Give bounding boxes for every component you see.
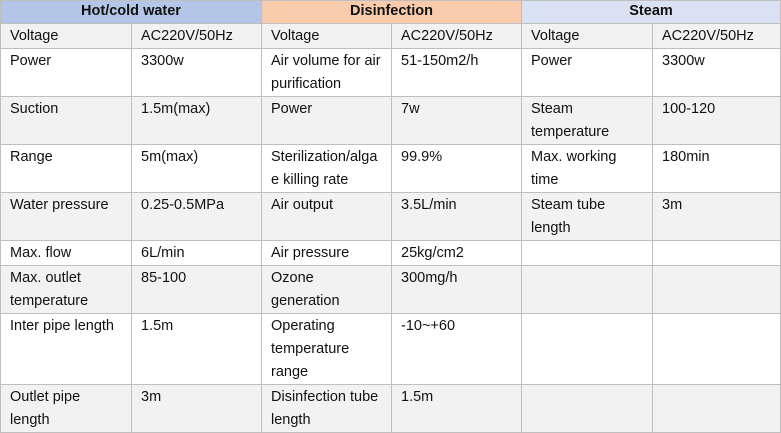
disinfection-value-cell: 300mg/h: [390, 265, 523, 314]
disinfection-param-cell: Air pressure: [261, 240, 392, 266]
disinfection-param-cell: Operating temperature range: [261, 313, 392, 385]
table-row: Suction 1.5m(max) Power 7w Steam tempera…: [0, 96, 781, 145]
hot-value-cell: 85-100: [131, 265, 262, 314]
disinfection-value-cell: 51-150m2/h: [390, 48, 523, 97]
disinfection-value-cell: 7w: [390, 96, 523, 145]
steam-value-cell: AC220V/50Hz: [652, 23, 781, 49]
hot-param-cell: Max. outlet temperature: [0, 265, 132, 314]
disinfection-value-cell: 25kg/cm2: [390, 240, 523, 266]
table-row: Water pressure 0.25-0.5MPa Air output 3.…: [0, 192, 781, 241]
hot-value-cell: 5m(max): [131, 144, 262, 193]
steam-value-cell: [652, 313, 781, 385]
hot-param-cell: Inter pipe length: [0, 313, 132, 385]
steam-param-cell: Voltage: [521, 23, 654, 49]
steam-param-cell: [521, 313, 654, 385]
hot-value-cell: 0.25-0.5MPa: [131, 192, 262, 241]
hot-value-cell: 1.5m: [131, 313, 262, 385]
hot-param-cell: Suction: [0, 96, 132, 145]
disinfection-param-cell: Power: [261, 96, 392, 145]
steam-value-cell: [652, 384, 781, 433]
disinfection-param-cell: Ozone generation: [261, 265, 392, 314]
steam-param-cell: [521, 265, 654, 314]
table-row: Range 5m(max) Sterilization/algae killin…: [0, 144, 781, 193]
disinfection-param-cell: Air output: [261, 192, 392, 241]
hot-param-cell: Voltage: [0, 23, 132, 49]
steam-param-cell: Steam tube length: [521, 192, 654, 241]
hot-value-cell: 3m: [131, 384, 262, 433]
table-row: Outlet pipe length 3m Disinfection tube …: [0, 384, 781, 433]
disinfection-param-cell: Disinfection tube length: [261, 384, 392, 433]
hot-param-cell: Range: [0, 144, 132, 193]
table-row: Voltage AC220V/50Hz Voltage AC220V/50Hz …: [0, 23, 781, 49]
hot-param-cell: Water pressure: [0, 192, 132, 241]
header-steam: Steam: [521, 0, 781, 24]
steam-value-cell: 180min: [652, 144, 781, 193]
disinfection-value-cell: 3.5L/min: [390, 192, 523, 241]
disinfection-param-cell: Air volume for air purification: [261, 48, 392, 97]
hot-param-cell: Outlet pipe length: [0, 384, 132, 433]
disinfection-param-cell: Sterilization/algae killing rate: [261, 144, 392, 193]
header-disinfection: Disinfection: [260, 0, 523, 24]
header-hot-cold-water: Hot/cold water: [0, 0, 262, 24]
table-row: Max. flow 6L/min Air pressure 25kg/cm2: [0, 240, 781, 266]
hot-value-cell: 1.5m(max): [131, 96, 262, 145]
steam-value-cell: [652, 240, 781, 266]
hot-param-cell: Max. flow: [0, 240, 132, 266]
steam-value-cell: 3300w: [652, 48, 781, 97]
table-row: Power 3300w Air volume for air purificat…: [0, 48, 781, 97]
disinfection-value-cell: 99.9%: [390, 144, 523, 193]
hot-value-cell: AC220V/50Hz: [131, 23, 262, 49]
disinfection-value-cell: AC220V/50Hz: [390, 23, 523, 49]
steam-value-cell: [652, 265, 781, 314]
steam-param-cell: [521, 240, 654, 266]
steam-value-cell: 100-120: [652, 96, 781, 145]
steam-value-cell: 3m: [652, 192, 781, 241]
header-row: Hot/cold water Disinfection Steam: [0, 0, 781, 24]
table-row: Inter pipe length 1.5m Operating tempera…: [0, 313, 781, 385]
hot-value-cell: 6L/min: [131, 240, 262, 266]
disinfection-value-cell: 1.5m: [390, 384, 523, 433]
hot-param-cell: Power: [0, 48, 132, 97]
steam-param-cell: Max. working time: [521, 144, 654, 193]
steam-param-cell: Power: [521, 48, 654, 97]
table-row: Max. outlet temperature 85-100 Ozone gen…: [0, 265, 781, 314]
steam-param-cell: Steam temperature: [521, 96, 654, 145]
hot-value-cell: 3300w: [131, 48, 262, 97]
disinfection-param-cell: Voltage: [261, 23, 392, 49]
disinfection-value-cell: -10~+60: [390, 313, 523, 385]
steam-param-cell: [521, 384, 654, 433]
